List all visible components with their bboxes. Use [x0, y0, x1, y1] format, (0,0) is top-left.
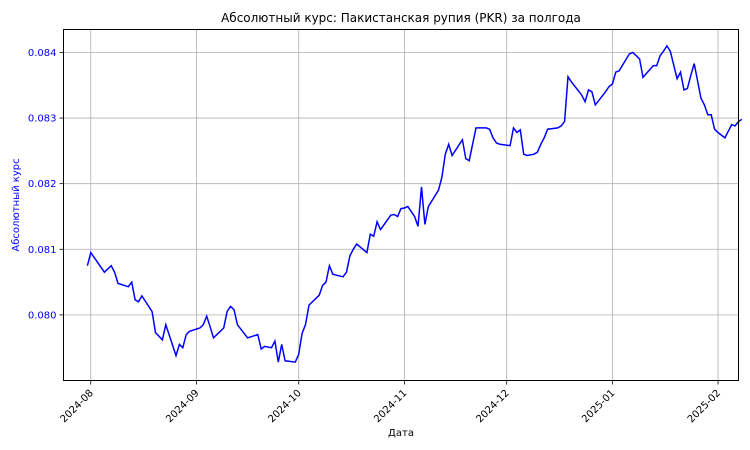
x-tick-label: 2024-09: [164, 388, 201, 425]
y-tick-label: 0.081: [28, 245, 57, 256]
x-tick-label: 2025-02: [686, 388, 723, 425]
plot-frame: [63, 29, 739, 381]
x-tick-label: 2024-08: [59, 388, 96, 425]
x-tick-label: 2025-01: [580, 388, 617, 425]
y-tick-label: 0.080: [28, 310, 57, 321]
y-tick-label: 0.083: [28, 114, 57, 125]
x-tick-label: 2024-10: [267, 388, 304, 425]
y-axis-ticks: 0.080 0.081 0.082 0.083 0.084: [28, 48, 64, 321]
x-axis-ticks: 2024-08 2024-09 2024-10 2024-11 2024-12 2025-…: [59, 380, 723, 425]
y-tick-label: 0.082: [28, 179, 57, 190]
y-axis-label: Абсолютный курс: [11, 158, 22, 251]
chart-title: Абсолютный курс: Пакистанская рупия (PKR…: [221, 11, 581, 25]
x-tick-label: 2024-12: [474, 388, 511, 425]
series-line: [86, 44, 743, 363]
x-tick-label: 2024-11: [372, 388, 409, 425]
x-axis-label: Дата: [388, 428, 414, 439]
y-tick-label: 0.084: [28, 48, 57, 59]
grid-lines: [63, 29, 739, 381]
